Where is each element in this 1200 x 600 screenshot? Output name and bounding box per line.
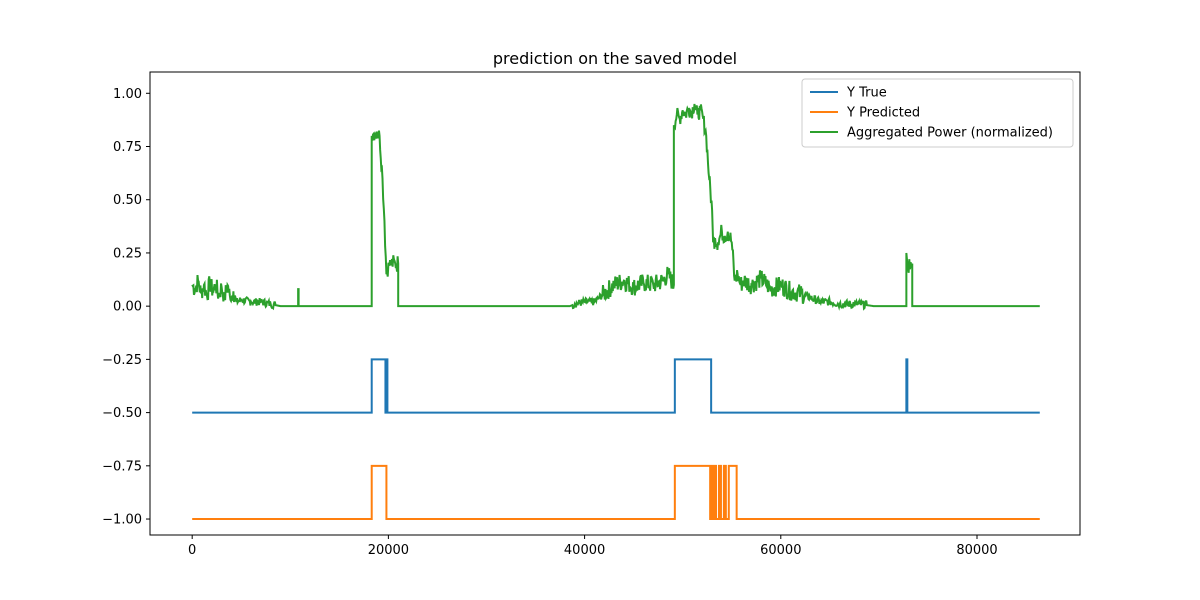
x-tick-label: 60000 [760, 543, 801, 558]
x-tick-label: 20000 [368, 543, 409, 558]
x-tick-label: 40000 [564, 543, 605, 558]
x-axis: 0 20000 40000 60000 80000 [188, 535, 998, 558]
y-axis: 1.00 0.75 0.50 0.25 0.00 −0.25 −0.50 −0.75 −1.00 [102, 87, 150, 528]
y-tick-label: −0.75 [102, 459, 142, 474]
series-line-aggregated-power-normalized [191, 103, 1040, 311]
legend-label-aggregated-power-normalized: Aggregated Power (normalized) [847, 126, 1053, 141]
y-tick-label: 0.00 [113, 300, 142, 315]
y-tick-label: −0.50 [102, 406, 142, 421]
series-line-y-true [192, 358, 1040, 414]
y-tick-label: 0.25 [113, 246, 142, 261]
legend-label-y-predicted: Y Predicted [846, 106, 920, 121]
y-tick-label: 0.75 [113, 140, 142, 155]
x-tick-label: 0 [188, 543, 196, 558]
axes-frame [149, 71, 1081, 536]
y-tick-label: −1.00 [102, 513, 142, 528]
plot-area [191, 103, 1040, 521]
y-tick-label: −0.25 [102, 353, 142, 368]
legend: Y True Y Predicted Aggregated Power (norma… [801, 78, 1074, 148]
chart-title: prediction on the saved model [493, 49, 737, 68]
legend-box [801, 78, 1074, 148]
y-tick-label: 0.50 [113, 193, 142, 208]
legend-label-y-true: Y True [846, 86, 887, 101]
x-tick-label: 80000 [956, 543, 997, 558]
y-tick-label: 1.00 [113, 87, 142, 102]
series-line-y-predicted [192, 464, 1040, 521]
